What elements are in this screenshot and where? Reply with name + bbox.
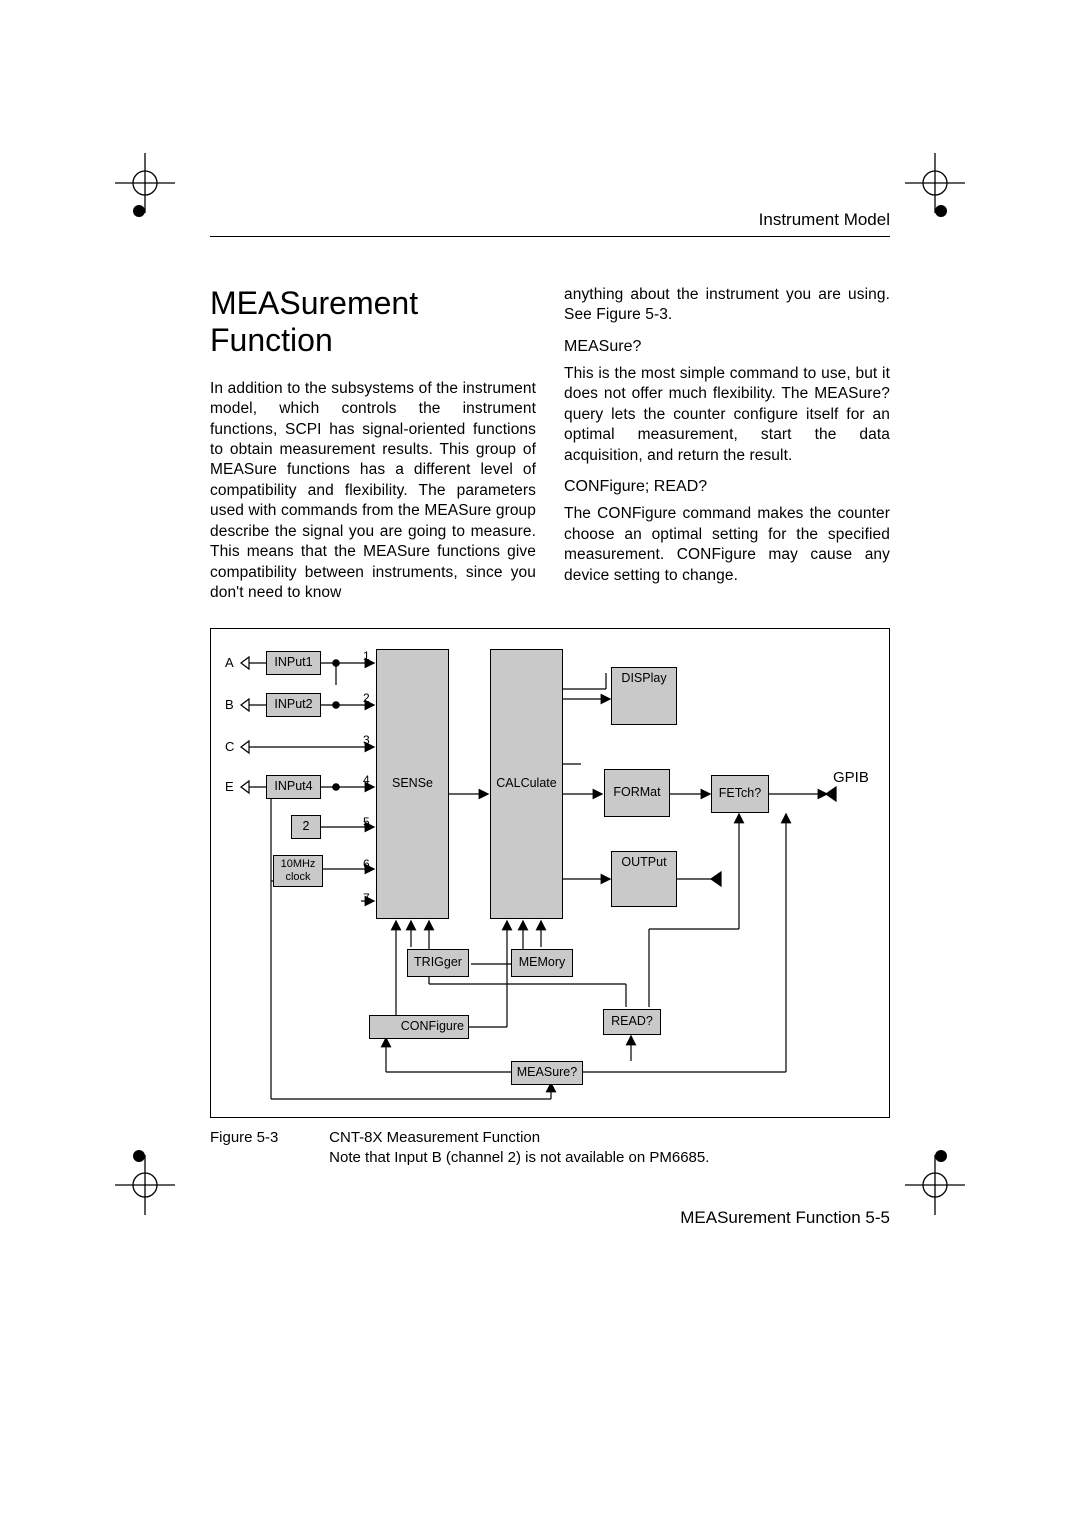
page-footer: MEASurement Function 5-5 bbox=[210, 1208, 890, 1228]
columns: MEASurement Function In addition to the … bbox=[210, 285, 890, 604]
paragraph: The CONFigure command makes the counter … bbox=[564, 504, 890, 586]
sense-num-4: 4 bbox=[363, 773, 370, 787]
input-label-b: B bbox=[225, 697, 234, 712]
paragraph: This is the most simple command to use, … bbox=[564, 364, 890, 466]
block-clock: 10MHz clock bbox=[273, 855, 323, 887]
header-section: Instrument Model bbox=[210, 210, 890, 236]
column-left: MEASurement Function In addition to the … bbox=[210, 285, 536, 604]
figure-caption: Figure 5-3 CNT-8X Measurement Function N… bbox=[210, 1128, 890, 1169]
block-display: DISPlay bbox=[611, 667, 677, 725]
figure-wrap: A B C E INPut1 INPut2 INPut4 2 10MHz clo… bbox=[210, 628, 890, 1169]
corner-dot bbox=[935, 205, 947, 217]
column-right: anything about the instrument you are us… bbox=[564, 285, 890, 604]
subhead-measure: MEASure? bbox=[564, 338, 890, 356]
subhead-configure: CONFigure; READ? bbox=[564, 478, 890, 496]
figure-number: Figure 5-3 bbox=[210, 1128, 325, 1148]
block-sense: SENSe bbox=[376, 649, 449, 919]
sense-num-1: 1 bbox=[363, 649, 370, 663]
figure-note: Note that Input B (channel 2) is not ava… bbox=[329, 1149, 709, 1166]
block-fetch: FETch? bbox=[711, 775, 769, 813]
sense-num-6: 6 bbox=[363, 857, 370, 871]
paragraph: anything about the instrument you are us… bbox=[564, 285, 890, 326]
corner-dot bbox=[133, 1150, 145, 1162]
page-title: MEASurement Function bbox=[210, 285, 536, 359]
block-output: OUTPut bbox=[611, 851, 677, 907]
input-label-e: E bbox=[225, 779, 234, 794]
sense-num-7: 7 bbox=[363, 891, 370, 905]
crop-mark-br bbox=[905, 1155, 965, 1215]
corner-dot bbox=[133, 205, 145, 217]
figure-border: A B C E INPut1 INPut2 INPut4 2 10MHz clo… bbox=[210, 628, 890, 1118]
block-configure: CONFigure bbox=[369, 1015, 469, 1039]
sense-num-2: 2 bbox=[363, 691, 370, 705]
block-input1: INPut1 bbox=[266, 651, 321, 675]
crop-mark-tr bbox=[905, 153, 965, 213]
page: Instrument Model MEASurement Function In… bbox=[210, 210, 890, 1228]
sense-num-5: 5 bbox=[363, 815, 370, 829]
corner-dot bbox=[935, 1150, 947, 1162]
crop-mark-bl bbox=[115, 1155, 175, 1215]
crop-mark-tl bbox=[115, 153, 175, 213]
figure-title: CNT-8X Measurement Function bbox=[329, 1129, 540, 1146]
gpib-label: GPIB bbox=[833, 769, 869, 786]
block-measure: MEASure? bbox=[511, 1061, 583, 1085]
sense-num-3: 3 bbox=[363, 733, 370, 747]
block-read: READ? bbox=[603, 1009, 661, 1035]
block-trigger: TRIGger bbox=[407, 949, 469, 977]
paragraph: In addition to the subsystems of the ins… bbox=[210, 379, 536, 604]
block-format: FORMat bbox=[604, 769, 670, 817]
block-calculate: CALCulate bbox=[490, 649, 563, 919]
block-two: 2 bbox=[291, 815, 321, 839]
block-input2: INPut2 bbox=[266, 693, 321, 717]
input-label-a: A bbox=[225, 655, 234, 670]
block-input4: INPut4 bbox=[266, 775, 321, 799]
header-rule bbox=[210, 236, 890, 237]
input-label-c: C bbox=[225, 739, 234, 754]
block-memory: MEMory bbox=[511, 949, 573, 977]
